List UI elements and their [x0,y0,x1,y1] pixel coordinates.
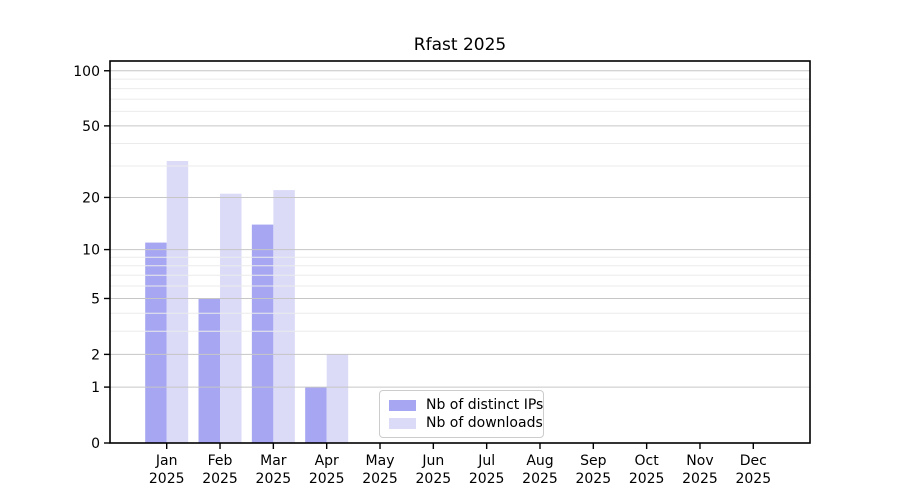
legend: Nb of distinct IPs Nb of downloads [379,390,544,438]
x-tick-label-month-jun: Jun [421,453,444,469]
x-tick-label-month-mar: Mar [260,453,287,469]
y-tick-label-50: 50 [82,119,100,135]
x-tick-label-month-feb: Feb [208,453,233,469]
x-tick-label-month-jul: Jul [477,453,495,469]
bar-distinct-ips-mar [251,224,274,443]
legend-swatch-distinct-ips [389,399,416,411]
bar-distinct-ips-apr [305,387,327,443]
legend-swatch-downloads [389,417,416,429]
chart-title: Rfast 2025 [413,35,507,55]
x-tick-label-month-dec: Dec [740,453,767,469]
x-tick-label-month-may: May [366,453,395,469]
x-tick-label-year-oct: 2025 [629,471,665,487]
legend-item-distinct-ips: Nb of distinct IPs [389,396,543,414]
bar-distinct-ips-jan [145,242,167,443]
x-tick-label-year-sep: 2025 [575,471,611,487]
x-tick-label-year-dec: 2025 [735,471,771,487]
x-tick-label-month-nov: Nov [686,453,713,469]
plot-border [109,60,811,444]
x-tick-label-year-jul: 2025 [469,471,505,487]
legend-item-downloads: Nb of downloads [389,414,543,432]
y-tick-label-0: 0 [91,436,100,452]
y-tick-label-2: 2 [91,347,100,363]
y-tick-label-100: 100 [73,64,100,80]
bar-downloads-feb [220,193,242,443]
x-tick-label-month-apr: Apr [315,453,339,469]
x-tick-label-year-apr: 2025 [309,471,345,487]
legend-label-distinct-ips: Nb of distinct IPs [426,397,544,413]
y-tick-label-1: 1 [91,380,100,396]
x-tick-label-year-jan: 2025 [149,471,185,487]
x-tick-label-month-sep: Sep [580,453,607,469]
x-tick-label-year-jun: 2025 [416,471,452,487]
y-tick-label-5: 5 [91,291,100,307]
y-tick-label-10: 10 [82,243,100,259]
x-tick-label-year-nov: 2025 [682,471,718,487]
x-tick-label-month-oct: Oct [635,453,660,469]
x-tick-label-year-mar: 2025 [256,471,292,487]
x-tick-label-month-aug: Aug [526,453,553,469]
bar-distinct-ips-feb [198,298,221,443]
bar-downloads-jan [166,160,189,443]
x-tick-label-year-feb: 2025 [202,471,238,487]
x-tick-label-month-jan: Jan [155,453,178,469]
y-tick-label-20: 20 [82,190,100,206]
bar-downloads-mar [273,190,295,443]
x-tick-label-year-aug: 2025 [522,471,558,487]
x-tick-label-year-may: 2025 [362,471,398,487]
bar-downloads-apr [326,354,349,443]
legend-label-downloads: Nb of downloads [426,415,543,431]
